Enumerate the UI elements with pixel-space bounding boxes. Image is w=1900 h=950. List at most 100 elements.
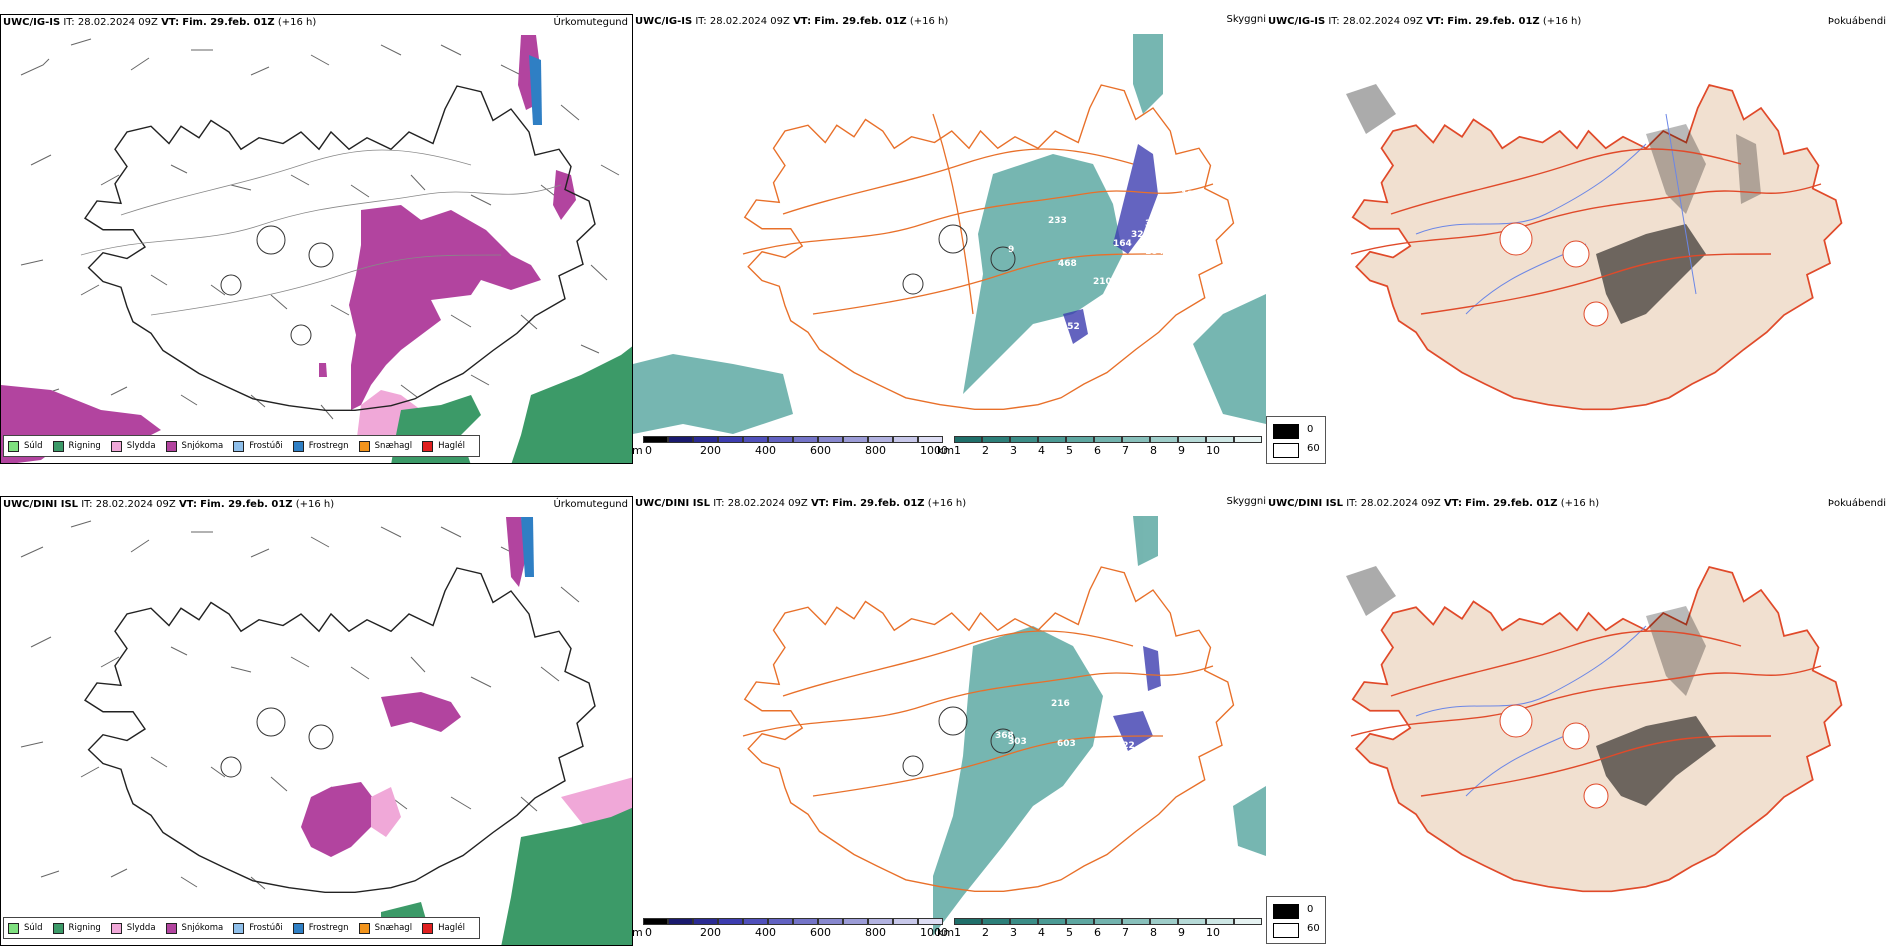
legend-item: Rigning (52, 440, 101, 452)
legend-item: Snjókoma (165, 440, 223, 452)
vis-label: 13 (1056, 342, 1069, 352)
cbar-unit: m (633, 444, 643, 457)
panel-title: Þokuábendi (1827, 16, 1886, 27)
visibility-panel-dini: UWC/DINI ISL IT: 28.02.2024 09Z VT: Fim.… (633, 496, 1266, 946)
wind-barbs (20, 520, 580, 890)
colorbar-segment (843, 918, 868, 925)
colorbar-tick: 6 (1094, 444, 1101, 457)
panel-title: Úrkomutegund (553, 17, 628, 28)
freezing-rain-areas (529, 55, 542, 125)
colorbar-segment (1010, 918, 1038, 925)
legend-item: Súld (8, 922, 43, 934)
vis-label: 233 (1048, 216, 1067, 226)
colorbar-tick: 200 (700, 926, 721, 939)
legend-item: Snjókoma (165, 922, 223, 934)
colorbar-segment (1150, 436, 1178, 443)
teal-low-visibility (633, 34, 1266, 434)
visibility-map: 129 126 233 12 300 324 164 184 176 468 1… (633, 34, 1266, 434)
vis-label: 368 (995, 731, 1014, 741)
altitude-colorbar: m 0 200 400 600 800 1000 (633, 436, 948, 460)
colorbar-tick: 1 (954, 926, 961, 939)
visibility-map: 216 368 303 603 122 (742, 516, 1266, 936)
colorbar-tick: 9 (1178, 444, 1185, 457)
vis-label: 216 (1051, 699, 1070, 709)
vis-label: 324 (1131, 230, 1150, 240)
colorbar-segment (668, 436, 693, 443)
legend-swatch (233, 440, 245, 452)
blue-snow-visibility (1113, 646, 1161, 751)
legend-swatch (422, 440, 434, 452)
vis-label: 122 (1116, 741, 1135, 751)
visibility-labels: 216 368 303 603 122 (995, 699, 1135, 751)
colorbar-tick: 5 (1066, 444, 1073, 457)
colorbar-segment (1206, 436, 1234, 443)
vis-label: 176 (1163, 247, 1182, 257)
legend-swatch (165, 922, 177, 934)
fog-shading (1346, 84, 1761, 324)
legend-swatch (292, 440, 304, 452)
visibility-colorbar: km 1 2 3 4 5 6 7 8 9 10 (937, 918, 1266, 942)
sleet-areas (371, 777, 632, 857)
colorbar-segment (793, 918, 818, 925)
roads (80, 149, 562, 316)
colorbar-segment (743, 436, 768, 443)
vis-label: 154 (1118, 262, 1137, 272)
legend-swatch (422, 922, 434, 934)
fog-legend: 0 60 (1266, 416, 1326, 464)
legend-item: Frostúði (233, 440, 283, 452)
colorbar-tick: 7 (1122, 444, 1129, 457)
legend-swatch (110, 440, 122, 452)
colorbar-segment (718, 918, 743, 925)
roads (742, 630, 1214, 797)
rain-areas (381, 807, 632, 945)
colorbar-segment (1094, 918, 1122, 925)
colorbar-segment (982, 918, 1010, 925)
blue-snow-visibility (1063, 144, 1158, 344)
colorbar-tick: 600 (810, 444, 831, 457)
colorbar-tick: 5 (1066, 926, 1073, 939)
colorbar-segment (1038, 918, 1066, 925)
altitude-colorbar: m 0 200 400 600 800 1000 (633, 918, 948, 942)
colorbar-tick: 3 (1010, 444, 1017, 457)
colorbar-tick: 0 (645, 444, 652, 457)
colorbar-segment (693, 918, 718, 925)
colorbar-segment (1178, 918, 1206, 925)
legend-swatch (358, 922, 370, 934)
colorbar-segment (1010, 436, 1038, 443)
glacier-outlines (220, 225, 334, 346)
legend-item: Haglél (422, 922, 465, 934)
precip-type-panel-dini: UWC/DINI ISL IT: 28.02.2024 09Z VT: Fim.… (0, 496, 633, 946)
vis-label: 452 (1061, 322, 1080, 332)
vis-label: 210 (1093, 277, 1112, 287)
fog-swatch (1273, 424, 1299, 439)
roads (1350, 630, 1822, 797)
legend-swatch (358, 440, 370, 452)
vis-label: 999 (998, 365, 1017, 375)
colorbar-tick: 0 (645, 926, 652, 939)
panel-header: UWC/DINI ISL IT: 28.02.2024 09Z VT: Fim.… (635, 498, 967, 509)
glacier-outlines (1499, 704, 1609, 809)
colorbar-segment (768, 918, 793, 925)
colorbar-segment (893, 918, 918, 925)
visibility-colorbar: km 1 2 3 4 5 6 7 8 9 10 (937, 436, 1266, 460)
colorbar-segment (643, 918, 668, 925)
freezing-rain-areas (521, 517, 534, 577)
colorbar-segment (1122, 918, 1150, 925)
colorbar-segment (693, 436, 718, 443)
legend-swatch (292, 922, 304, 934)
legend-swatch (165, 440, 177, 452)
precip-type-legend: Súld Rigning Slydda Snjókoma Frostúði Fr… (3, 917, 481, 939)
vis-label: 129 (1181, 172, 1200, 182)
legend-item: Slydda (110, 922, 156, 934)
colorbar-tick: 8 (1150, 444, 1157, 457)
fog-panel-dini: UWC/DINI ISL IT: 28.02.2024 09Z VT: Fim.… (1266, 496, 1900, 946)
colorbar-tick: 2 (982, 926, 989, 939)
glacier-outlines (902, 706, 1016, 777)
fog-map (1346, 84, 1843, 411)
panel-title: Skyggni (1226, 496, 1266, 507)
colorbar-segment (954, 436, 982, 443)
colorbar-segment (1150, 918, 1178, 925)
vis-label: 303 (1008, 737, 1027, 747)
legend-item: Slydda (110, 440, 156, 452)
precip-type-map (20, 517, 632, 945)
